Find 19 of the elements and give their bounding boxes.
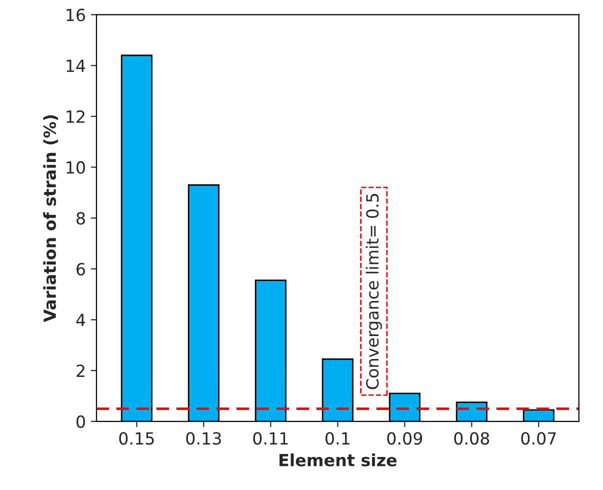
- y-tick-label: 10: [66, 161, 85, 174]
- x-tick-label: 0.15: [119, 432, 154, 445]
- y-tick-label: 14: [66, 60, 86, 72]
- y-tick-label: 4: [76, 314, 86, 326]
- x-tick-label: 0.1: [326, 432, 350, 445]
- y-tick-label: 2: [76, 364, 84, 377]
- y-tick-label: 12: [66, 110, 84, 123]
- y-tick-label: 16: [66, 8, 86, 22]
- x-axis-title: Element size: [280, 454, 397, 466]
- x-tick-label: 0.13: [186, 432, 221, 445]
- x-tick-label: 0.09: [387, 432, 422, 445]
- x-tick-label: 0.08: [454, 432, 490, 445]
- x-tick-label: 0.07: [521, 432, 556, 445]
- y-tick-label: 0: [76, 415, 85, 428]
- x-tick-label: 0.11: [253, 432, 288, 445]
- annotation: Convergance limit= 0.5: [366, 194, 382, 390]
- y-tick-label: 6: [76, 262, 86, 276]
- y-axis-title: Variation of strain (%): [43, 115, 58, 322]
- y-tick-label: 8: [76, 212, 85, 225]
